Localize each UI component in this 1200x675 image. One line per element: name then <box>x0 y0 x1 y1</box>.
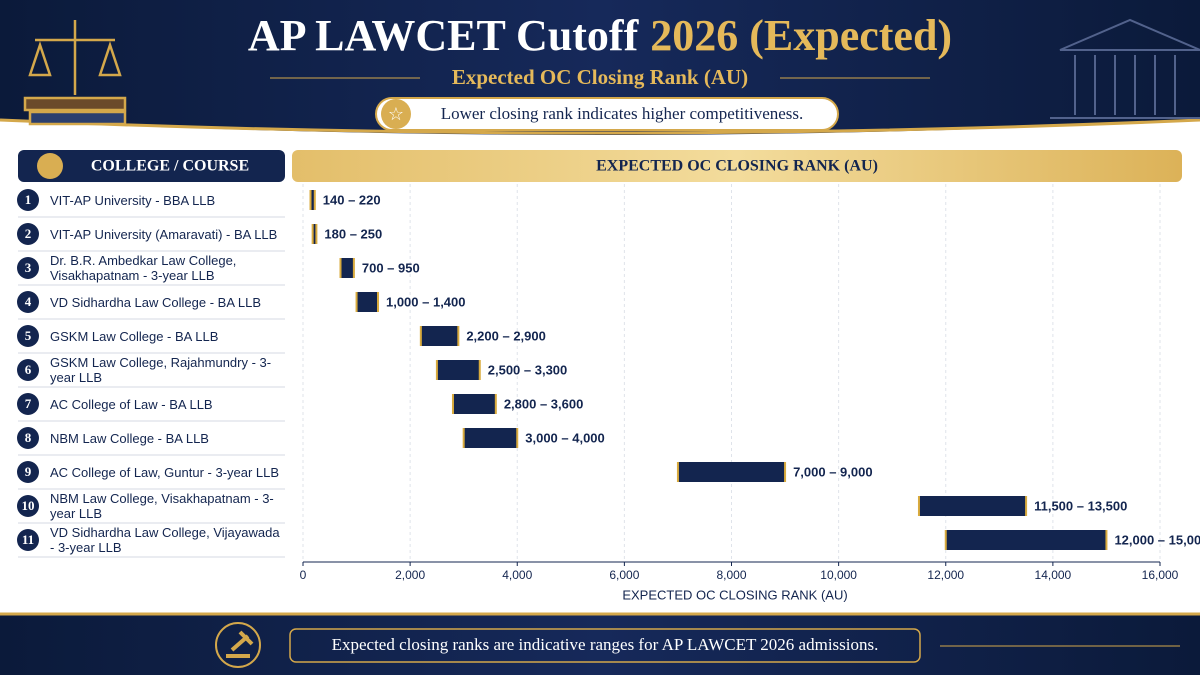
value-label: 180 – 250 <box>324 226 382 241</box>
category-label: NBM Law College, Visakhapatnam - 3-year … <box>50 491 274 521</box>
footer-note: Expected closing ranks are indicative ra… <box>332 635 879 654</box>
x-tick-label: 14,000 <box>1035 568 1072 582</box>
value-label: 11,500 – 13,500 <box>1034 498 1127 513</box>
row-number: 8 <box>25 430 32 445</box>
row-number: 6 <box>25 362 32 377</box>
value-label: 2,800 – 3,600 <box>504 396 584 411</box>
courthouse-icon <box>1050 18 1200 119</box>
x-tick-label: 6,000 <box>609 568 639 582</box>
row-number: 10 <box>22 498 35 513</box>
note: Lower closing rank indicates higher comp… <box>441 104 804 123</box>
value-label: 140 – 220 <box>323 192 381 207</box>
x-tick-label: 4,000 <box>502 568 532 582</box>
range-bar <box>945 530 1107 550</box>
row-badge <box>17 461 39 483</box>
category-label: VD Sidhardha Law College, Vijayawada - 3… <box>50 525 280 555</box>
header-edge <box>0 118 1200 135</box>
x-tick-label: 2,000 <box>395 568 425 582</box>
category-label: AC College of Law - BA LLB <box>50 396 213 412</box>
star-badge <box>381 99 411 129</box>
column-header: COLLEGE / COURSE <box>91 158 249 175</box>
row-number: 4 <box>25 294 32 309</box>
row-badge <box>17 291 39 313</box>
chart-title: EXPECTED OC CLOSING RANK (AU) <box>596 158 878 175</box>
value-label: 3,000 – 4,000 <box>525 430 605 445</box>
row-badge <box>17 393 39 415</box>
x-tick-label: 0 <box>300 568 307 582</box>
x-tick-label: 16,000 <box>1142 568 1179 582</box>
value-label: 700 – 950 <box>362 260 420 275</box>
x-tick-label: 12,000 <box>927 568 964 582</box>
range-bar <box>312 224 317 244</box>
category-label: GSKM Law College - BA LLB <box>50 328 219 344</box>
gavel-badge <box>215 622 261 668</box>
value-label: 12,000 – 15,000 <box>1114 532 1200 547</box>
row-badge <box>17 495 39 517</box>
value-label: 7,000 – 9,000 <box>793 464 873 479</box>
range-bar <box>420 326 459 346</box>
x-tick-label: 10,000 <box>820 568 857 582</box>
title: AP LAWCET Cutoff 2026 (Expected) <box>248 11 952 60</box>
note-pill <box>375 97 839 131</box>
category-label: NBM Law College - BA LLB <box>50 430 209 446</box>
row-badge <box>17 325 39 347</box>
row-badge <box>17 359 39 381</box>
row-badge <box>17 189 39 211</box>
value-label: 1,000 – 1,400 <box>386 294 466 309</box>
row-badge <box>17 529 39 551</box>
range-bar <box>340 258 354 278</box>
row-number: 1 <box>25 192 32 207</box>
subtitle: Expected OC Closing Rank (AU) <box>452 65 748 89</box>
footer-bg <box>0 614 1200 675</box>
column-icon <box>37 153 63 179</box>
row-badge <box>17 223 39 245</box>
value-label: 2,500 – 3,300 <box>488 362 568 377</box>
range-bar <box>452 394 496 414</box>
title-accent: 2026 (Expected) <box>650 11 952 60</box>
category-label: VIT-AP University (Amaravati) - BA LLB <box>50 226 278 242</box>
range-bar <box>310 190 315 210</box>
star-icon: ☆ <box>388 104 404 124</box>
title-main: AP LAWCET Cutoff <box>248 11 640 60</box>
category-label: VD Sidhardha Law College - BA LLB <box>50 294 262 310</box>
row-number: 2 <box>25 226 32 241</box>
row-number: 7 <box>25 396 32 411</box>
header-curve <box>0 120 1200 140</box>
range-bar <box>436 360 480 380</box>
gavel-icon <box>226 630 254 658</box>
range-bar <box>918 496 1027 516</box>
column-header-bg <box>18 150 285 182</box>
row-number: 9 <box>25 464 32 479</box>
row-number: 5 <box>25 328 32 343</box>
category-label: Dr. B.R. Ambedkar Law College, Visakhapa… <box>50 253 237 283</box>
row-number: 11 <box>22 532 34 547</box>
row-badge <box>17 427 39 449</box>
value-label: 2,200 – 2,900 <box>466 328 546 343</box>
category-label: VIT-AP University - BBA LLB <box>50 192 216 208</box>
chart-header-bg <box>292 150 1182 182</box>
row-badge <box>17 257 39 279</box>
x-axis-label: EXPECTED OC CLOSING RANK (AU) <box>622 587 847 602</box>
footer-box <box>289 628 921 663</box>
category-label: AC College of Law, Guntur - 3-year LLB <box>50 464 280 480</box>
range-bar <box>356 292 378 312</box>
category-label: GSKM Law College, Rajahmundry - 3-year L… <box>50 355 272 385</box>
range-bar <box>463 428 518 448</box>
x-tick-label: 8,000 <box>716 568 746 582</box>
row-number: 3 <box>25 260 32 275</box>
scales-icon <box>23 20 127 126</box>
range-bar <box>677 462 786 482</box>
